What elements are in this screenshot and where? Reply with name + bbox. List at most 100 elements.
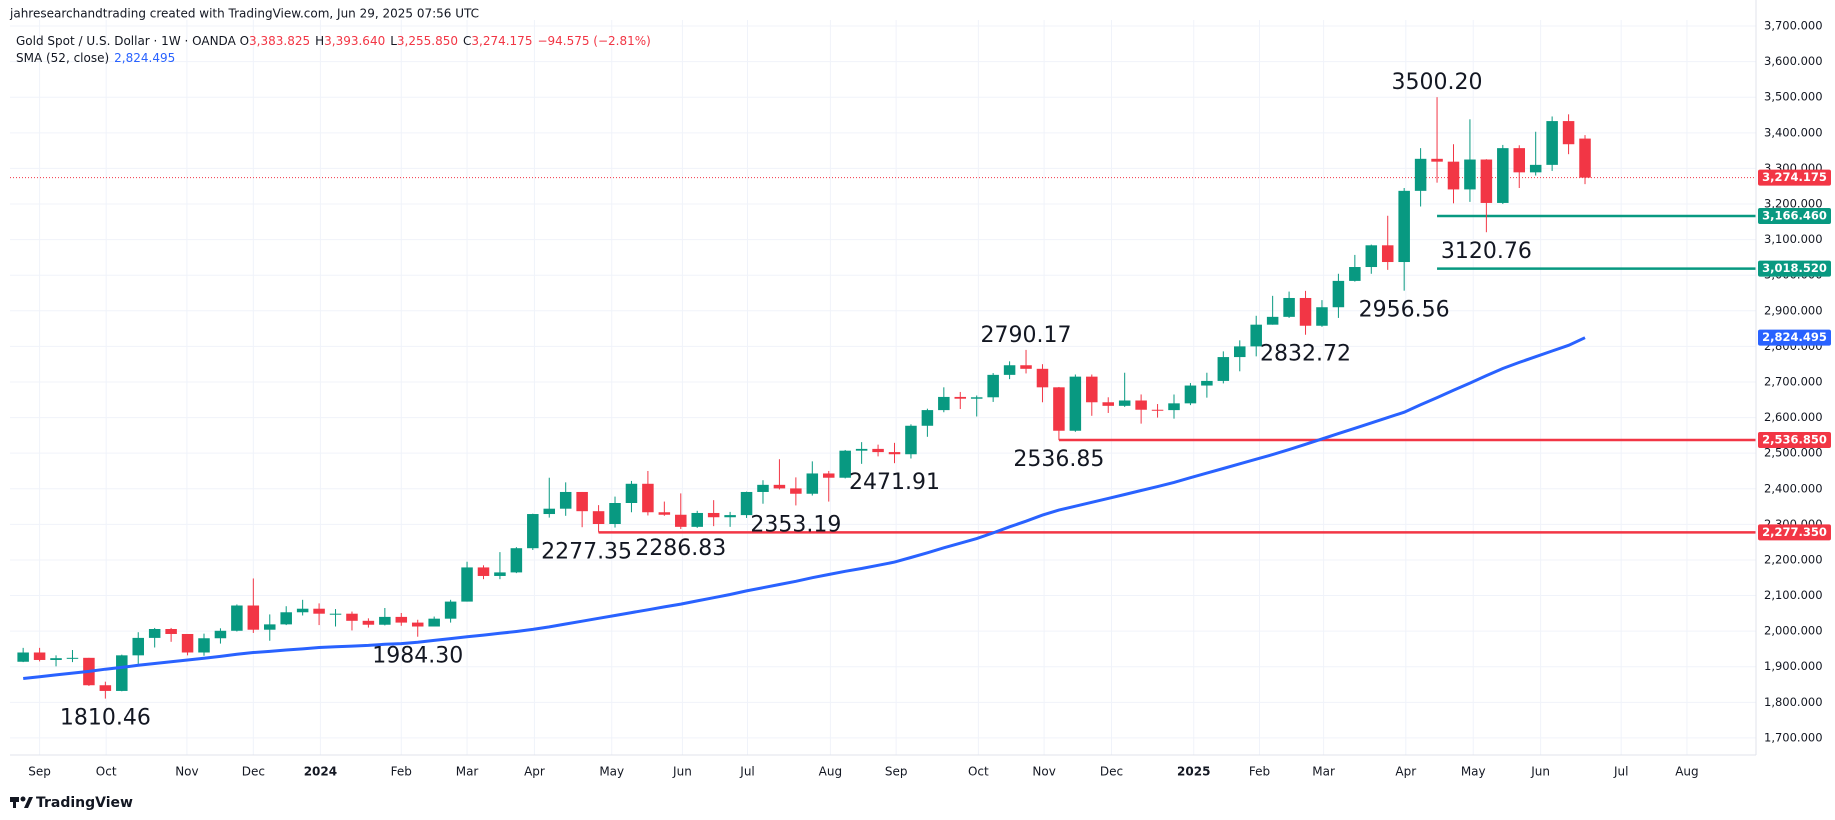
candle-body xyxy=(1414,158,1427,191)
candle-body xyxy=(625,483,638,503)
y-tick-label: 2,200.000 xyxy=(1764,552,1823,566)
price-annotation: 2536.85 xyxy=(1013,447,1104,472)
candle-body xyxy=(165,629,177,634)
candle-body xyxy=(724,515,736,518)
candle-body xyxy=(970,397,983,399)
x-tick-label: May xyxy=(599,765,624,779)
header: jahresearchandtrading created with Tradi… xyxy=(9,7,479,21)
y-tick-label: 1,800.000 xyxy=(1764,695,1823,709)
candle-body xyxy=(1086,376,1098,403)
candle-body xyxy=(921,410,934,426)
y-tick-label: 2,100.000 xyxy=(1764,588,1823,602)
legend-change: −94.575 (−2.81%) xyxy=(537,34,650,48)
price-annotation: 2832.72 xyxy=(1260,342,1351,367)
candle-body xyxy=(806,473,819,494)
candle-body xyxy=(1184,385,1197,404)
candle-body xyxy=(822,473,835,478)
candle-body xyxy=(362,620,375,625)
candle-body xyxy=(658,512,671,515)
candle-body xyxy=(181,633,194,653)
candle-body xyxy=(1529,164,1542,173)
x-tick-label: May xyxy=(1461,765,1486,779)
x-tick-label: Nov xyxy=(175,765,198,779)
candle-body xyxy=(296,608,309,613)
candle-body xyxy=(1349,267,1361,281)
candle-body xyxy=(954,396,967,399)
x-tick-label: 2024 xyxy=(304,765,337,779)
candle-body xyxy=(66,657,79,659)
y-tick-label: 3,600.000 xyxy=(1764,54,1823,68)
legend-sma: SMA (52, close) 2,824.495 xyxy=(16,51,175,65)
candle-body xyxy=(1398,190,1410,263)
candle-body xyxy=(1003,365,1016,375)
candle-body xyxy=(609,503,621,524)
candle-body xyxy=(1201,380,1213,386)
legend-sma-value: 2,824.495 xyxy=(114,51,175,65)
price-box-label: 3,274.175 xyxy=(1762,170,1827,184)
candle-body xyxy=(790,488,802,494)
x-tick-label: Jun xyxy=(672,765,692,779)
candle-body xyxy=(691,512,703,527)
brand-logo xyxy=(10,796,33,808)
y-tick-label: 3,100.000 xyxy=(1764,232,1823,246)
x-tick-label: Dec xyxy=(242,765,265,779)
price-annotation: 2956.56 xyxy=(1359,298,1450,323)
candle-body xyxy=(1381,245,1394,263)
x-tick-label: Aug xyxy=(1675,765,1698,779)
x-tick-label: Nov xyxy=(1032,765,1055,779)
candle-body xyxy=(379,616,391,625)
x-tick-label: Feb xyxy=(391,765,412,779)
candle-body xyxy=(707,512,720,518)
legend-symbol: Gold Spot / U.S. Dollar · 1W · OANDA O3,3… xyxy=(16,34,651,48)
candle-body xyxy=(1053,387,1065,431)
x-tick-label: Jul xyxy=(739,765,754,779)
y-tick-label: 2,900.000 xyxy=(1764,303,1823,317)
candle-body xyxy=(872,448,884,453)
candle-body xyxy=(592,511,605,524)
price-box xyxy=(1758,524,1831,541)
candle-body xyxy=(477,567,490,576)
candle-body xyxy=(675,514,687,527)
candle-body xyxy=(494,572,506,576)
candle-body xyxy=(428,618,440,627)
x-tick-label: Mar xyxy=(1312,765,1335,779)
x-tick-label: Jun xyxy=(1530,765,1550,779)
candle-body xyxy=(411,622,424,627)
candle-body xyxy=(740,491,753,516)
candle-body xyxy=(1562,121,1575,145)
candle-body xyxy=(329,613,342,615)
x-tick-label: Jul xyxy=(1613,765,1628,779)
y-tick-label: 2,600.000 xyxy=(1764,410,1823,424)
candle-body xyxy=(938,396,950,411)
price-box-label: 2,277.350 xyxy=(1762,525,1827,539)
grid xyxy=(10,20,1756,755)
price-box-label: 2,536.850 xyxy=(1762,433,1827,447)
candle-body xyxy=(1217,357,1230,381)
legend-key: O xyxy=(240,34,249,48)
candle-body xyxy=(987,374,999,398)
price-annotation: 2277.35 xyxy=(541,539,632,564)
legend-value: 3,274.175 xyxy=(471,34,532,48)
candle-body xyxy=(346,613,358,621)
candle-body xyxy=(1431,158,1443,162)
overlay: 1,700.000 1,800.000 1,900.000 2,000.000 2,10… xyxy=(28,19,1831,779)
price-annotation: 3500.20 xyxy=(1392,70,1483,95)
candle-body xyxy=(559,491,572,509)
y-tick-label: 1,700.000 xyxy=(1764,730,1823,744)
candle-body xyxy=(1464,159,1476,190)
x-tick-label: 2025 xyxy=(1177,765,1210,779)
price-box xyxy=(1758,169,1831,186)
candle-body xyxy=(1135,400,1147,410)
candle-body xyxy=(264,624,276,630)
x-tick-label: Apr xyxy=(1395,765,1416,779)
candle-body xyxy=(1283,297,1295,317)
y-tick-label: 1,900.000 xyxy=(1764,659,1823,673)
candle-body xyxy=(50,658,62,660)
legend-key: L xyxy=(390,34,397,48)
candle-body xyxy=(1332,280,1345,308)
candle-body xyxy=(1546,121,1558,165)
legend-key: C xyxy=(463,34,471,48)
y-tick-label: 3,400.000 xyxy=(1764,125,1823,139)
